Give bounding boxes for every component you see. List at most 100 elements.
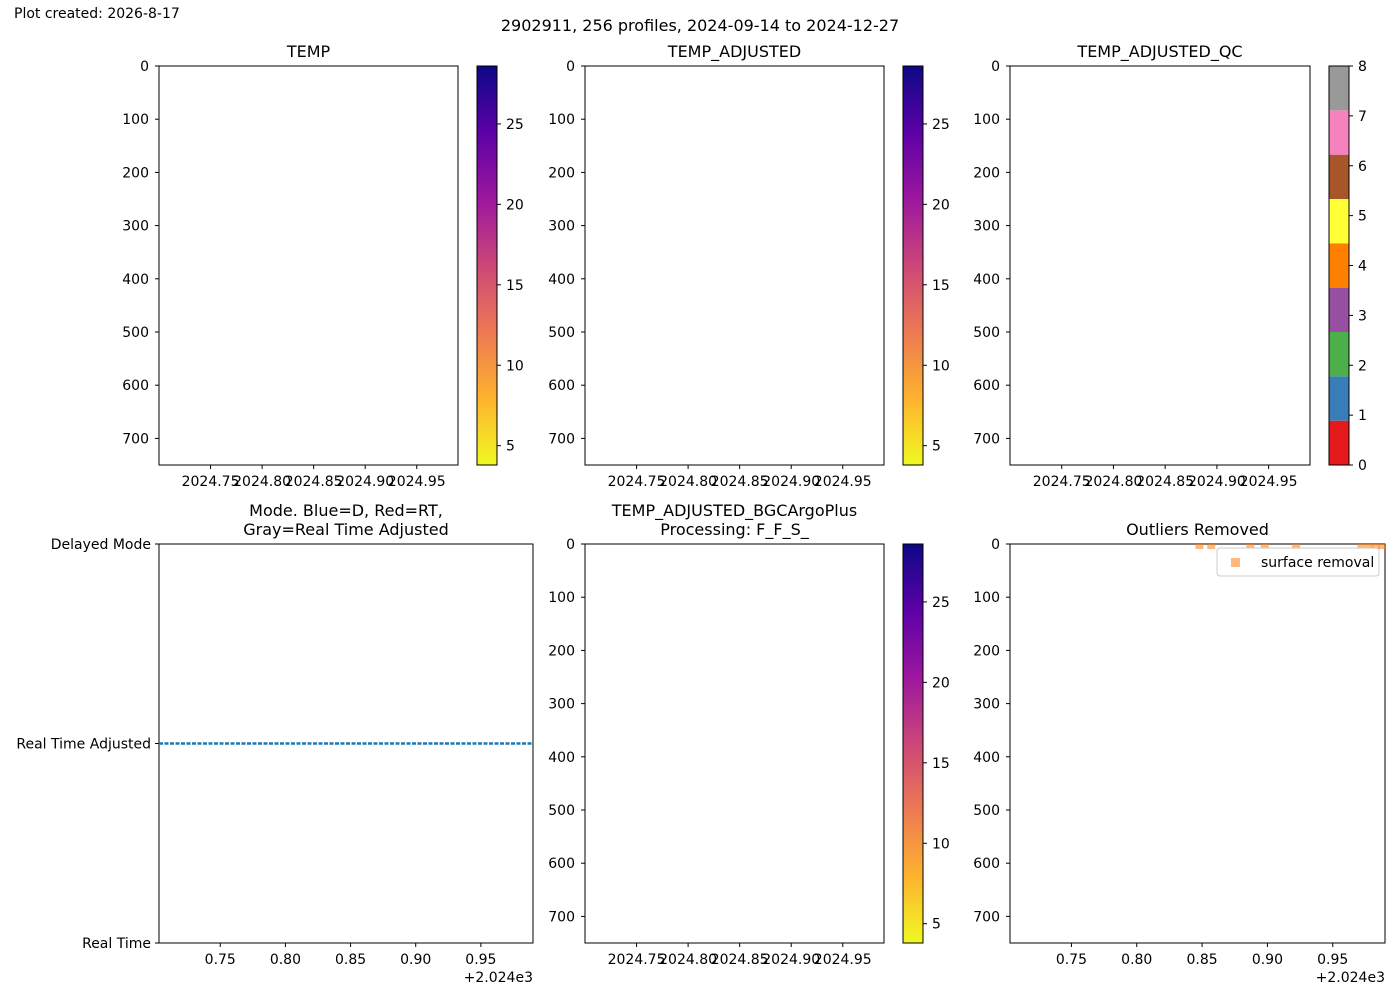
colorbar: 5 10 15 20 25 — [902, 543, 950, 944]
colorbar-tick-label: 25 — [506, 117, 524, 133]
outlier-point — [1207, 544, 1216, 550]
colorbar-tick-label: 7 — [1358, 109, 1367, 125]
panel-temp_adjusted_qc: TEMP_ADJUSTED_QC010020030040050060070020… — [973, 42, 1367, 490]
colorbar-tick-label: 2 — [1358, 358, 1367, 374]
y-tick-label: Delayed Mode — [51, 537, 151, 553]
x-tick-label: 2024.75 — [1033, 474, 1091, 490]
legend-marker — [1231, 558, 1240, 567]
outlier-point — [1246, 544, 1255, 550]
y-tick-label: 400 — [122, 272, 149, 288]
colorbar-gradient — [476, 65, 498, 466]
colorbar-tick-label: 20 — [506, 197, 524, 213]
y-tick-label: 700 — [973, 431, 1000, 447]
panel-temp_adjusted: TEMP_ADJUSTED 0 100 200 300 400 500 600 700 2024.… — [548, 42, 950, 490]
x-tick-label: 2024.75 — [608, 952, 666, 968]
y-tick-label: 400 — [973, 750, 1000, 766]
colorbar-tick-label: 6 — [1358, 159, 1367, 175]
x-tick-label: 2024.85 — [285, 474, 343, 490]
y-tick-label: 0 — [566, 59, 575, 75]
y-tick-label: 400 — [973, 272, 1000, 288]
y-tick-label: 0 — [566, 537, 575, 553]
x-tick-label: 2024.90 — [1188, 474, 1246, 490]
outlier-point — [1195, 544, 1204, 550]
y-tick-label: 700 — [973, 909, 1000, 925]
qc-color-segment — [1329, 287, 1349, 332]
outlier-point — [1365, 544, 1374, 550]
x-tick-label: 2024.75 — [608, 474, 666, 490]
y-tick-label: 500 — [973, 325, 1000, 341]
x-offset-label: +2.024e3 — [464, 970, 533, 986]
x-tick-label: 2024.85 — [711, 474, 769, 490]
x-tick-label: 2024.80 — [233, 474, 291, 490]
x-tick-label: 0.95 — [1317, 952, 1348, 968]
y-tick-label: 400 — [548, 272, 575, 288]
qc-color-segment — [1329, 110, 1349, 155]
panel-title: TEMP — [286, 42, 331, 61]
y-tick-label: 400 — [548, 750, 575, 766]
qc-color-segment — [1329, 154, 1349, 199]
colorbar-gradient — [902, 543, 924, 944]
y-tick-label: Real Time Adjusted — [16, 737, 151, 753]
qc-color-segment — [1329, 66, 1349, 111]
y-tick-label: 100 — [973, 590, 1000, 606]
qc-color-segment — [1329, 376, 1349, 421]
colorbar-tick-label: 15 — [932, 278, 950, 294]
colorbar: 0 1 2 3 4 5 6 7 8 — [1328, 59, 1367, 474]
colorbar-tick-label: 20 — [932, 675, 950, 691]
y-tick-label: 500 — [973, 803, 1000, 819]
x-tick-label: 0.75 — [205, 952, 236, 968]
y-tick-label: 200 — [548, 643, 575, 659]
colorbar-tick-label: 10 — [932, 836, 950, 852]
y-tick-label: 700 — [548, 431, 575, 447]
y-tick-label: 300 — [548, 219, 575, 235]
y-tick-label: 600 — [973, 378, 1000, 394]
y-tick-label: 600 — [122, 378, 149, 394]
x-tick-label: 0.75 — [1056, 952, 1087, 968]
qc-color-segment — [1329, 243, 1349, 288]
y-tick-label: 200 — [973, 643, 1000, 659]
qc-color-segment — [1329, 199, 1349, 244]
y-tick-label: 300 — [973, 697, 1000, 713]
panel-temp: TEMP 0 100 200 300 400 500 600 700 2024.752024.80… — [122, 42, 524, 490]
x-tick-label: 0.85 — [335, 952, 366, 968]
colorbar-tick-label: 20 — [932, 197, 950, 213]
y-tick-label: 0 — [140, 59, 149, 75]
outlier-point — [1357, 544, 1366, 550]
x-tick-label: 0.90 — [400, 952, 431, 968]
outlier-point — [1292, 544, 1301, 550]
legend-frame — [1216, 547, 1380, 577]
y-tick-label: 600 — [548, 378, 575, 394]
axes-frame — [584, 65, 885, 466]
colorbar-tick-label: 8 — [1358, 59, 1367, 75]
x-tick-label: 2024.85 — [1136, 474, 1194, 490]
x-tick-label: 2024.80 — [659, 474, 717, 490]
x-tick-label: 2024.80 — [659, 952, 717, 968]
y-tick-label: 500 — [548, 803, 575, 819]
y-tick-label: 700 — [548, 909, 575, 925]
colorbar-tick-label: 5 — [506, 439, 515, 455]
axes-frame — [158, 65, 459, 466]
x-tick-label: 2024.90 — [762, 474, 820, 490]
x-tick-label: 0.80 — [1121, 952, 1152, 968]
axes-frame — [584, 543, 885, 944]
x-tick-label: 2024.85 — [711, 952, 769, 968]
panel-title: TEMP_ADJUSTED_BGCArgoPlus — [611, 501, 857, 521]
panel-title: Mode. Blue=D, Red=RT, — [249, 501, 443, 520]
colorbar-tick-label: 25 — [932, 595, 950, 611]
y-tick-label: 300 — [548, 697, 575, 713]
y-tick-label: 100 — [548, 590, 575, 606]
panel-mode: Mode. Blue=D, Red=RT,Gray=Real Time Adju… — [16, 501, 534, 986]
colorbar-tick-label: 0 — [1358, 458, 1367, 474]
y-tick-label: 0 — [991, 537, 1000, 553]
y-tick-label: 300 — [973, 219, 1000, 235]
x-tick-label: 2024.90 — [762, 952, 820, 968]
legend-label: surface removal — [1261, 555, 1374, 571]
y-tick-label: 600 — [973, 856, 1000, 872]
y-tick-label: 700 — [122, 431, 149, 447]
outlier-point — [1378, 544, 1385, 550]
colorbar-tick-label: 1 — [1358, 408, 1367, 424]
colorbar-tick-label: 10 — [932, 358, 950, 374]
qc-color-segment — [1329, 332, 1349, 377]
